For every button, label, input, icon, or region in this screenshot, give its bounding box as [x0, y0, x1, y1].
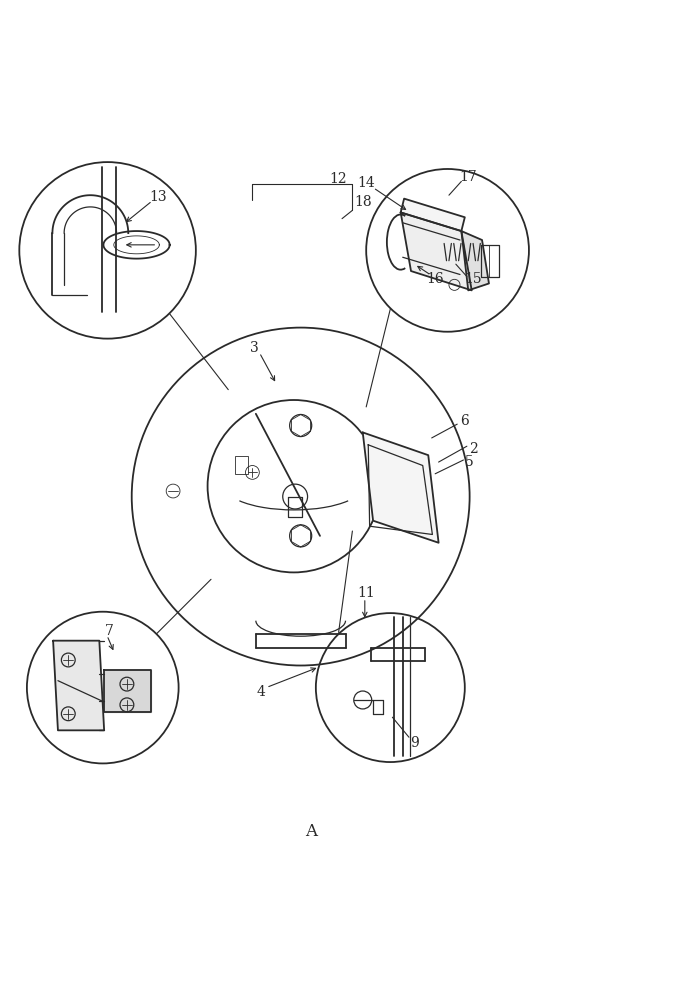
Polygon shape [401, 199, 465, 231]
Text: 7: 7 [105, 624, 114, 638]
Text: 14: 14 [357, 176, 375, 190]
Bar [235, 456, 247, 474]
Polygon shape [462, 231, 489, 290]
Text: 2: 2 [468, 442, 477, 456]
Text: 13: 13 [149, 190, 167, 204]
Text: 5: 5 [465, 455, 474, 469]
Polygon shape [363, 432, 439, 543]
Polygon shape [104, 670, 151, 712]
Text: 17: 17 [460, 170, 477, 184]
Text: 3: 3 [250, 341, 259, 355]
Text: 6: 6 [460, 414, 468, 428]
Text: 11: 11 [357, 586, 375, 600]
Text: 15: 15 [464, 272, 482, 286]
Text: 9: 9 [410, 736, 419, 750]
Text: A: A [305, 823, 317, 840]
Text: 18: 18 [354, 195, 372, 209]
Polygon shape [401, 212, 472, 290]
Text: 16: 16 [426, 272, 444, 286]
Text: 4: 4 [257, 685, 266, 699]
Polygon shape [53, 641, 104, 730]
Text: 12: 12 [330, 172, 348, 186]
